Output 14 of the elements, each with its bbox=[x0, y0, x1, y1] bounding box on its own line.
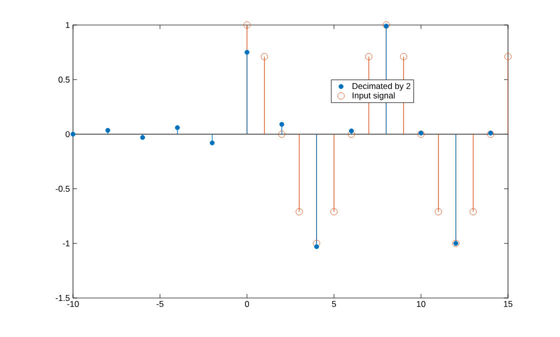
y-tick-label: 1 bbox=[66, 22, 70, 28]
x-tick-label: 10 bbox=[416, 301, 426, 308]
x-tick-label: 5 bbox=[332, 301, 336, 307]
x-tick-label: -5 bbox=[156, 301, 164, 307]
y-tick-label: 0 bbox=[66, 131, 70, 138]
y-tick-label: 0.5 bbox=[58, 76, 70, 83]
x-tick-label: 0 bbox=[244, 301, 250, 308]
y-tick-label: -1.5 bbox=[56, 295, 70, 301]
y-tick-label: -1 bbox=[62, 240, 70, 246]
x-tick-label: 15 bbox=[504, 301, 512, 307]
y-tick-label: -0.5 bbox=[56, 186, 70, 192]
legend-label: Input signal bbox=[352, 92, 395, 100]
x-tick-label: -10 bbox=[67, 301, 79, 308]
legend-label: Decimated by 2 bbox=[352, 82, 410, 91]
